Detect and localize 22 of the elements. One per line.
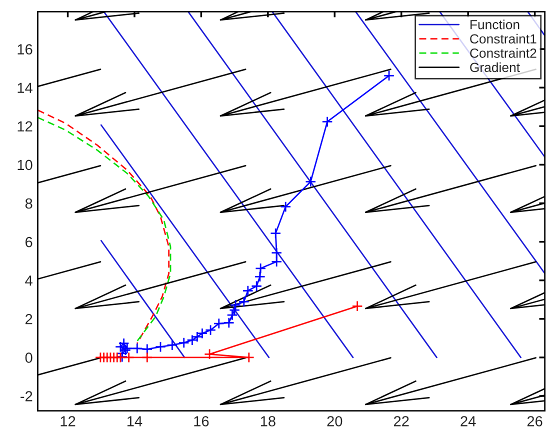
- y-tick-label: 8: [25, 198, 32, 209]
- x-tick-label: 12: [60, 416, 76, 426]
- legend-label: Function: [470, 20, 520, 30]
- legend-label: Constraint2: [470, 48, 536, 58]
- x-tick-label: 14: [127, 416, 142, 426]
- x-tick-label: 26: [527, 416, 542, 426]
- x-tick-label: 22: [394, 416, 409, 426]
- x-tick-label: 16: [194, 416, 209, 426]
- x-tick-label: 20: [327, 416, 342, 426]
- y-tick-label: 16: [18, 44, 32, 54]
- y-tick-label: 2: [26, 314, 32, 324]
- y-tick-label: 0: [25, 352, 32, 363]
- y-tick-label: 10: [18, 160, 32, 170]
- legend-label: Gradient: [470, 62, 520, 72]
- y-tick-label: 12: [18, 121, 32, 132]
- y-tick-label: 6: [26, 236, 32, 248]
- y-tick-label: 14: [18, 82, 32, 93]
- y-tick-label: -2: [20, 391, 32, 402]
- x-tick-label: 24: [460, 416, 476, 426]
- x-tick-label: 18: [260, 416, 276, 426]
- legend-label: Constraint1: [470, 34, 536, 44]
- y-tick-label: 4: [25, 276, 32, 286]
